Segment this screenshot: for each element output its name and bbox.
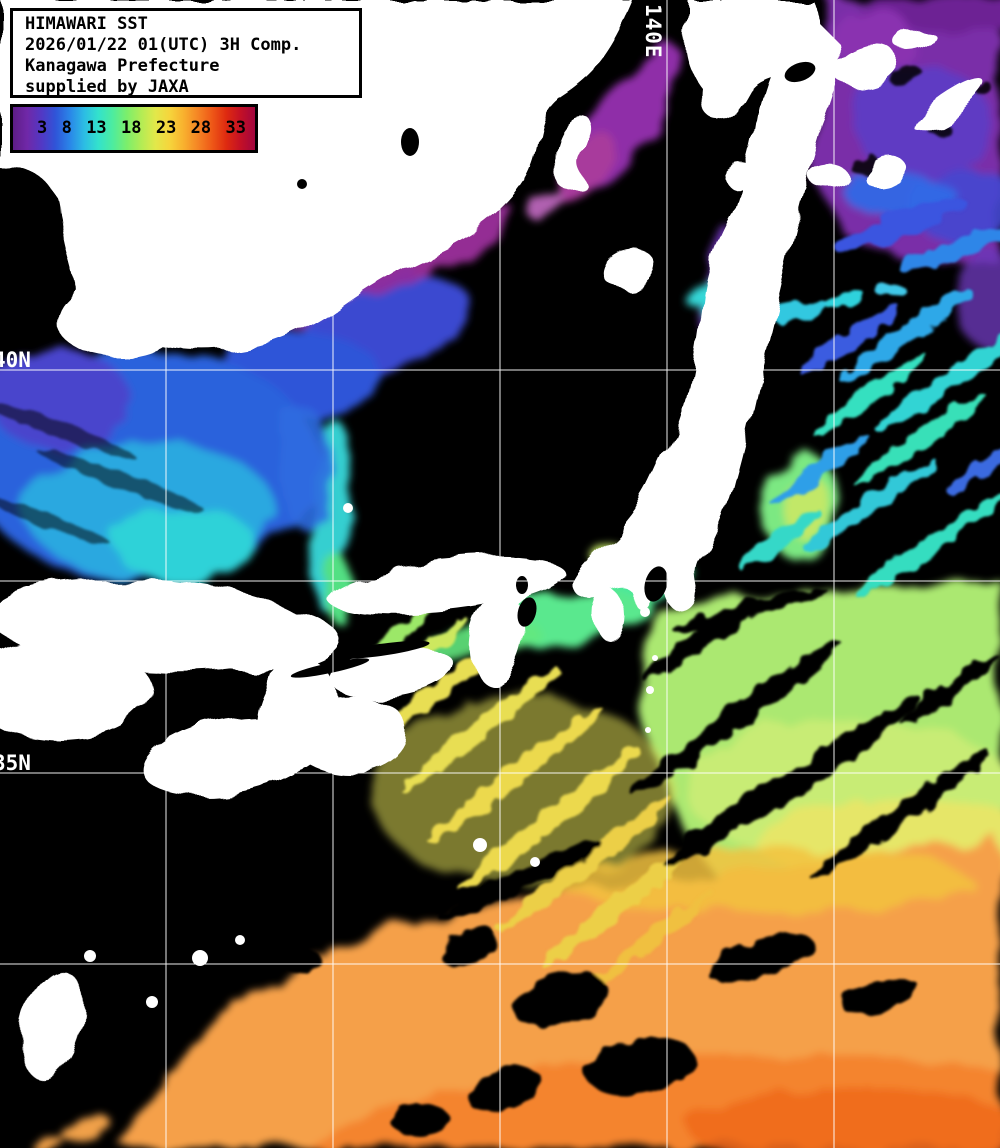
bay-cutouts [290,61,816,678]
cloud-patch [863,158,907,186]
colorbar-tick: 3 [37,118,48,138]
cloud-patch [141,714,319,796]
colorbar-tick: 18 [121,118,142,138]
taiwan-island [21,971,83,1079]
region-line: Kanagawa Prefecture [25,56,220,76]
colorbar-tick: 33 [225,118,246,138]
colorbar-tick: 13 [86,118,107,138]
noto-peninsula [554,115,595,191]
cloud-speck [530,857,540,867]
colorbar-tick: 28 [190,118,212,138]
title-box: HIMAWARI SST 2026/01/22 01(UTC) 3H Comp.… [10,8,362,98]
cloud-and-land-layer [0,0,987,1079]
izu-island [646,686,654,694]
tokyo-bay [644,566,668,602]
lake-biwa [516,576,528,594]
cloud-patch [180,610,340,670]
izu-oshima-island [640,607,650,617]
kii-peninsula [471,595,525,685]
colorbar-tick: 23 [155,118,177,138]
cloud-patch [895,29,935,51]
cloud-patch [808,164,848,188]
temperature-colorbar: 3 8 13 18 23 28 33 [10,104,258,153]
product-title: HIMAWARI SST [25,14,148,34]
seto-inland-sea [290,658,370,678]
credit-line: supplied by JAXA [25,77,189,97]
izu-peninsula [593,589,623,639]
oki-islands [343,503,353,513]
cloud-patch [722,163,758,187]
seto-inland-sea [330,640,430,660]
sado-island [602,248,654,288]
colorbar-tick-labels: 3 8 13 18 23 28 33 [13,107,255,150]
parallel-label-40n: 40N [0,348,31,372]
graticule-labels: 140E 40N 35N [0,4,665,775]
ise-bay [517,597,537,627]
izu-island [645,727,651,733]
small-islands [84,503,658,1008]
cloud-speck [146,996,158,1008]
cloud-patch [290,695,410,775]
cloud-speck [84,950,96,962]
datetime-line: 2026/01/22 01(UTC) 3H Comp. [25,35,302,55]
cloud-patch [55,278,185,358]
meridian-label-140e: 140E [641,4,665,59]
izu-island [652,655,658,661]
cloud-hole [297,179,307,189]
cloud-hole [401,128,419,156]
cloud-patch [834,44,896,86]
honshu-landmass [572,14,840,615]
hokkaido-landmass [685,0,816,120]
cloud-speck [235,935,245,945]
cloud-speck [192,950,208,966]
sst-streak-layer [0,65,1000,1136]
cloud-patch [917,82,987,134]
parallel-label-35n: 35N [0,751,31,775]
mutsu-bay [784,61,816,83]
cloud-patch [0,640,150,740]
colorbar-tick: 8 [61,118,72,138]
cloud-speck [473,838,487,852]
